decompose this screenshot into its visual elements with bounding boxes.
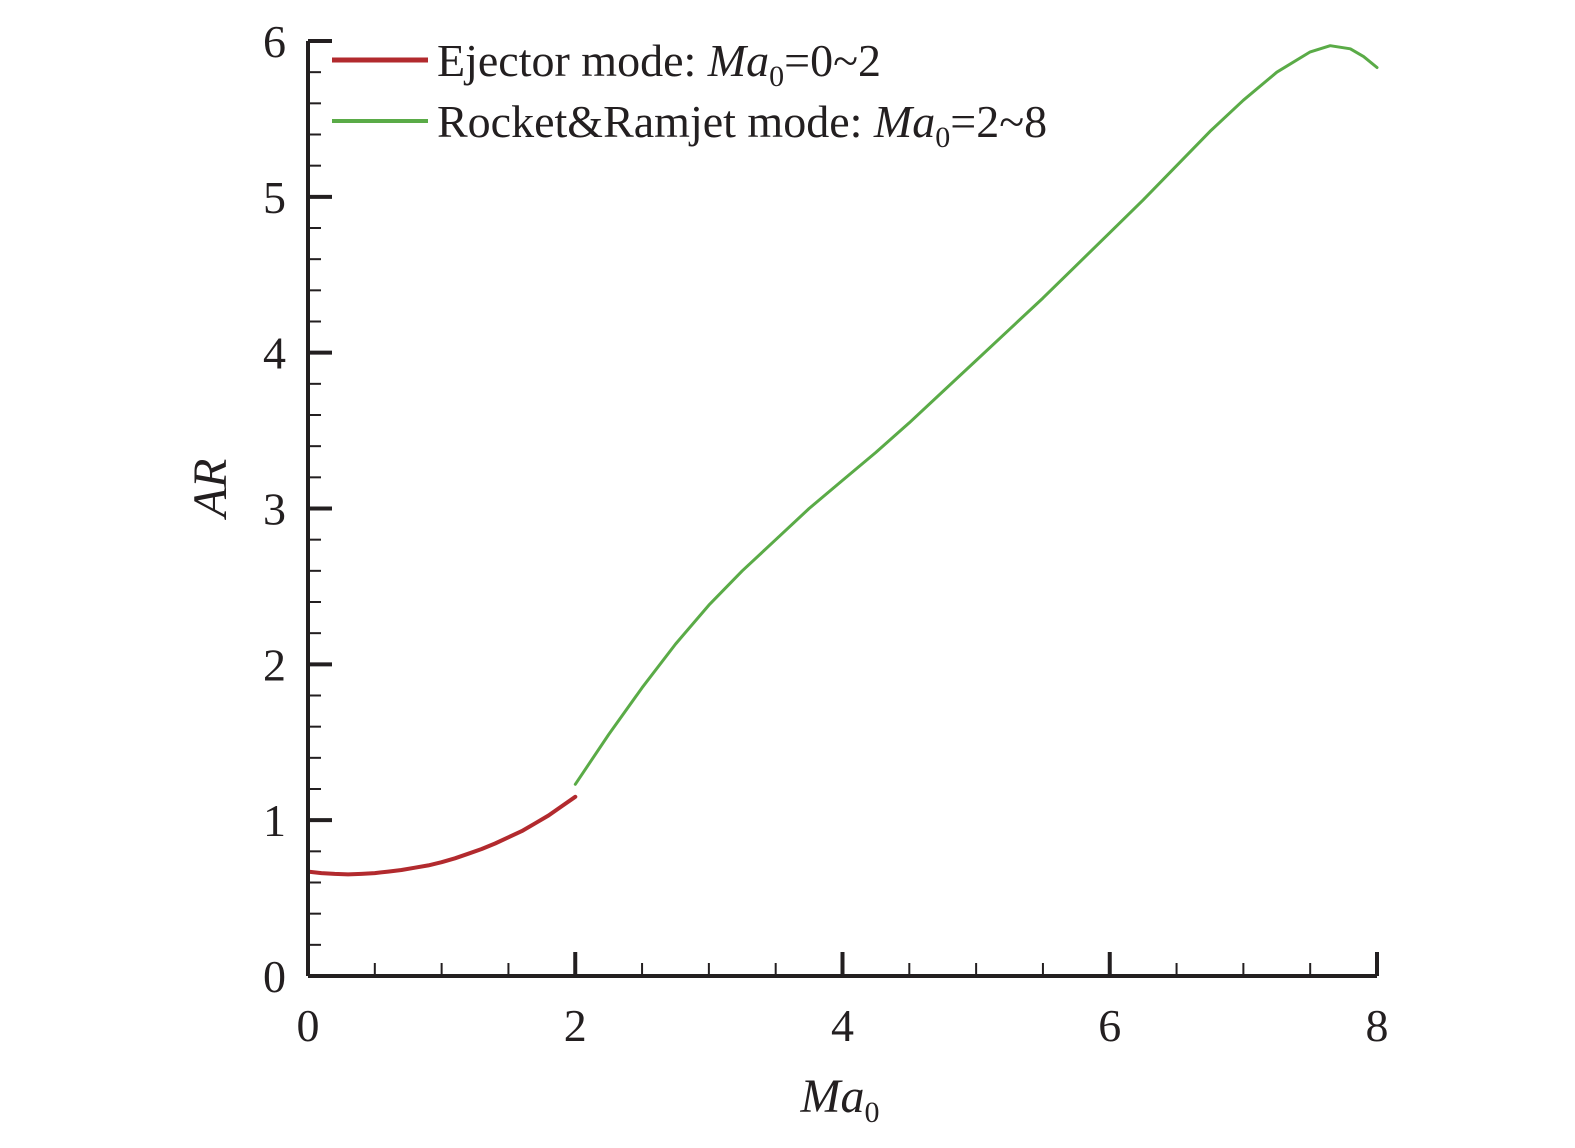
legend-label-2: Rocket&Ramjet mode: Ma0=2~8	[437, 96, 1047, 154]
y-tick-label: 5	[263, 172, 286, 223]
y-tick-labels: 0 1 2 3 4 5 6	[263, 16, 286, 1002]
series-line-2	[573, 44, 1379, 786]
y-tick-label: 0	[263, 951, 286, 1002]
y-tick-label: 1	[263, 795, 286, 846]
minor-ticks	[308, 71, 1312, 976]
x-tick-label: 4	[831, 1000, 854, 1051]
series-layer	[306, 44, 1379, 877]
y-tick-label: 4	[263, 328, 286, 379]
x-tick-label: 2	[564, 1000, 587, 1051]
major-ticks	[308, 39, 1379, 976]
x-axis-title-main: Ma	[800, 1070, 865, 1123]
legend-label-1: Ejector mode: Ma0=0~2	[437, 35, 881, 93]
x-tick-label: 6	[1098, 1000, 1121, 1051]
x-axis-title-subscript: 0	[864, 1096, 879, 1129]
y-tick-label: 2	[263, 639, 286, 690]
y-tick-label: 6	[263, 16, 286, 67]
y-axis-title: AR	[184, 459, 237, 521]
x-tick-label: 0	[297, 1000, 320, 1051]
y-tick-label: 3	[263, 484, 286, 535]
series-line-1	[306, 794, 578, 877]
x-tick-labels: 0 2 4 6 8	[297, 1000, 1389, 1051]
x-axis-title: Ma0	[800, 1070, 880, 1129]
x-tick-label: 8	[1366, 1000, 1389, 1051]
